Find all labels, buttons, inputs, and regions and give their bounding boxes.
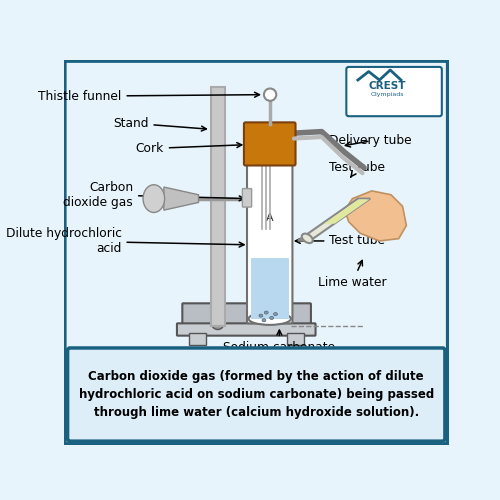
FancyBboxPatch shape (242, 188, 252, 207)
Ellipse shape (259, 314, 263, 317)
Text: Cork: Cork (136, 142, 242, 155)
Polygon shape (298, 198, 370, 240)
Circle shape (212, 317, 224, 330)
Ellipse shape (302, 234, 313, 243)
Polygon shape (345, 191, 406, 241)
FancyBboxPatch shape (244, 122, 296, 166)
Text: Carbon dioxide gas (formed by the action of dilute
hydrochloric acid on sodium c: Carbon dioxide gas (formed by the action… (78, 370, 434, 420)
Text: Dilute hydrochloric
acid: Dilute hydrochloric acid (6, 227, 244, 255)
Polygon shape (164, 187, 198, 210)
Ellipse shape (143, 184, 165, 212)
Ellipse shape (248, 312, 291, 325)
Text: CREST: CREST (368, 81, 406, 91)
Ellipse shape (262, 318, 266, 322)
FancyBboxPatch shape (64, 61, 448, 444)
FancyBboxPatch shape (287, 334, 304, 345)
FancyBboxPatch shape (182, 304, 311, 326)
Text: Delivery tube: Delivery tube (330, 134, 412, 147)
Text: Test tube: Test tube (296, 234, 386, 248)
Text: A: A (266, 213, 273, 223)
FancyBboxPatch shape (247, 158, 292, 324)
Circle shape (264, 88, 276, 101)
Text: Test tube: Test tube (330, 162, 386, 177)
FancyBboxPatch shape (190, 334, 206, 345)
Text: Carbon
dioxide gas: Carbon dioxide gas (64, 180, 244, 209)
Text: Thistle funnel: Thistle funnel (38, 90, 260, 102)
FancyBboxPatch shape (251, 258, 288, 320)
FancyBboxPatch shape (211, 87, 224, 326)
Ellipse shape (264, 311, 268, 314)
Polygon shape (324, 200, 370, 224)
FancyBboxPatch shape (68, 348, 445, 441)
Ellipse shape (270, 316, 274, 320)
Text: Olympiads: Olympiads (370, 92, 404, 97)
Text: Lime water: Lime water (318, 260, 387, 288)
Ellipse shape (274, 312, 278, 316)
FancyBboxPatch shape (346, 67, 442, 116)
Text: Sodium carbonate: Sodium carbonate (224, 330, 336, 354)
Text: Stand: Stand (113, 116, 206, 131)
FancyBboxPatch shape (177, 324, 316, 336)
